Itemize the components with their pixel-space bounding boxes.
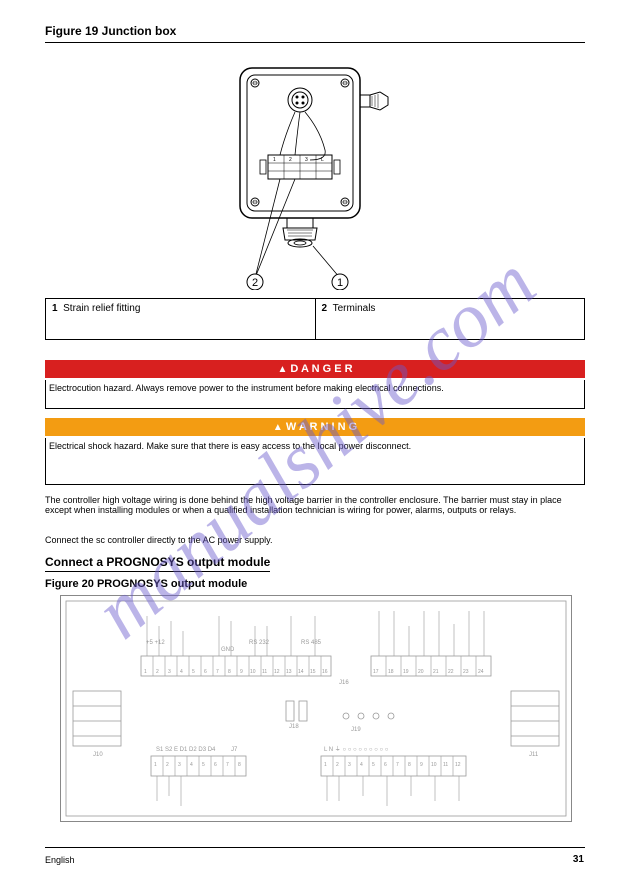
svg-text:L: L [321, 157, 324, 163]
svg-text:14: 14 [298, 669, 304, 675]
svg-text:9: 9 [240, 669, 243, 675]
svg-text:6: 6 [384, 762, 387, 768]
svg-text:J19: J19 [351, 727, 361, 733]
svg-text:19: 19 [403, 669, 409, 675]
svg-text:2: 2 [252, 277, 258, 289]
page-number: 31 [573, 854, 584, 865]
cell-text: Strain relief fitting [63, 303, 140, 314]
svg-text:3: 3 [178, 762, 181, 768]
svg-text:GND: GND [221, 647, 235, 653]
svg-text:23: 23 [463, 669, 469, 675]
svg-text:2: 2 [289, 157, 292, 163]
svg-text:16: 16 [322, 669, 328, 675]
svg-text:7: 7 [226, 762, 229, 768]
svg-text:4: 4 [190, 762, 193, 768]
svg-text:1: 1 [324, 762, 327, 768]
svg-text:7: 7 [216, 669, 219, 675]
svg-text:J10: J10 [93, 752, 103, 758]
svg-text:RS 232: RS 232 [249, 640, 270, 646]
svg-text:1: 1 [273, 157, 276, 163]
danger-text: Electrocution hazard. Always remove powe… [45, 380, 585, 409]
section2-title: Connect a PROGNOSYS output module [45, 555, 270, 572]
warning-triangle-icon: ▲ [277, 364, 287, 375]
svg-text:18: 18 [388, 669, 394, 675]
svg-text:5: 5 [202, 762, 205, 768]
svg-text:2: 2 [336, 762, 339, 768]
svg-text:15: 15 [310, 669, 316, 675]
cell-text: Terminals [333, 303, 376, 314]
svg-text:4: 4 [180, 669, 183, 675]
svg-text:17: 17 [373, 669, 379, 675]
svg-text:6: 6 [214, 762, 217, 768]
svg-text:1: 1 [144, 669, 147, 675]
svg-text:9: 9 [420, 762, 423, 768]
figure1-title: Figure 19 Junction box [45, 24, 176, 38]
body-paragraph-1: The controller high voltage wiring is do… [45, 495, 585, 515]
svg-text:1: 1 [154, 762, 157, 768]
svg-text:20: 20 [418, 669, 424, 675]
header-rule [45, 42, 585, 43]
figure2-title: Figure 20 PROGNOSYS output module [45, 578, 585, 590]
svg-text:11: 11 [443, 762, 448, 768]
svg-text:8: 8 [238, 762, 241, 768]
svg-text:7: 7 [396, 762, 399, 768]
footer-rule [45, 847, 585, 848]
svg-text:6: 6 [204, 669, 207, 675]
footer-language: English [45, 855, 75, 865]
svg-text:J16: J16 [339, 680, 349, 686]
danger-label: D A N G E R [290, 363, 352, 375]
svg-text:RS 485: RS 485 [301, 640, 322, 646]
warning-text: Electrical shock hazard. Make sure that … [45, 438, 585, 485]
svg-text:5: 5 [372, 762, 375, 768]
warning-label: W A R N I N G [286, 421, 357, 433]
svg-text:3: 3 [168, 669, 171, 675]
svg-text:L N ⏚ ○ ○ ○ ○ ○ ○ ○ ○ ○: L N ⏚ ○ ○ ○ ○ ○ ○ ○ ○ ○ [324, 746, 389, 753]
svg-text:8: 8 [228, 669, 231, 675]
svg-text:13: 13 [286, 669, 292, 675]
body-paragraph-2: Connect the sc controller directly to th… [45, 535, 585, 545]
svg-text:3: 3 [305, 157, 308, 163]
svg-text:1: 1 [337, 277, 343, 289]
svg-text:4: 4 [360, 762, 363, 768]
cell-num: 1 [52, 303, 58, 314]
svg-text:22: 22 [448, 669, 454, 675]
svg-text:12: 12 [274, 669, 280, 675]
svg-text:J7: J7 [231, 747, 238, 753]
figure-schematic: 123 456 789 101112 131415 16 171819 2021… [60, 595, 572, 822]
figure-junction-box: 1 2 3 L 1 2 [225, 60, 405, 290]
callout-table: 1 Strain relief fitting 2 Terminals [45, 298, 585, 340]
svg-text:21: 21 [433, 669, 439, 675]
svg-text:J18: J18 [289, 724, 299, 730]
warning-header: ▲ W A R N I N G [45, 418, 585, 436]
svg-text:+5 +12: +5 +12 [146, 640, 165, 646]
danger-header: ▲ D A N G E R [45, 360, 585, 378]
svg-text:S1 S2 E D1 D2 D3 D4: S1 S2 E D1 D2 D3 D4 [156, 747, 216, 753]
svg-text:2: 2 [166, 762, 169, 768]
svg-text:24: 24 [478, 669, 484, 675]
svg-text:2: 2 [156, 669, 159, 675]
svg-text:3: 3 [348, 762, 351, 768]
svg-text:10: 10 [431, 762, 437, 768]
warning-triangle-icon: ▲ [273, 422, 283, 433]
svg-text:5: 5 [192, 669, 195, 675]
svg-text:10: 10 [250, 669, 256, 675]
svg-text:8: 8 [408, 762, 411, 768]
svg-text:11: 11 [262, 669, 267, 675]
cell-num: 2 [322, 303, 328, 314]
svg-text:J11: J11 [529, 752, 539, 758]
svg-text:12: 12 [455, 762, 461, 768]
